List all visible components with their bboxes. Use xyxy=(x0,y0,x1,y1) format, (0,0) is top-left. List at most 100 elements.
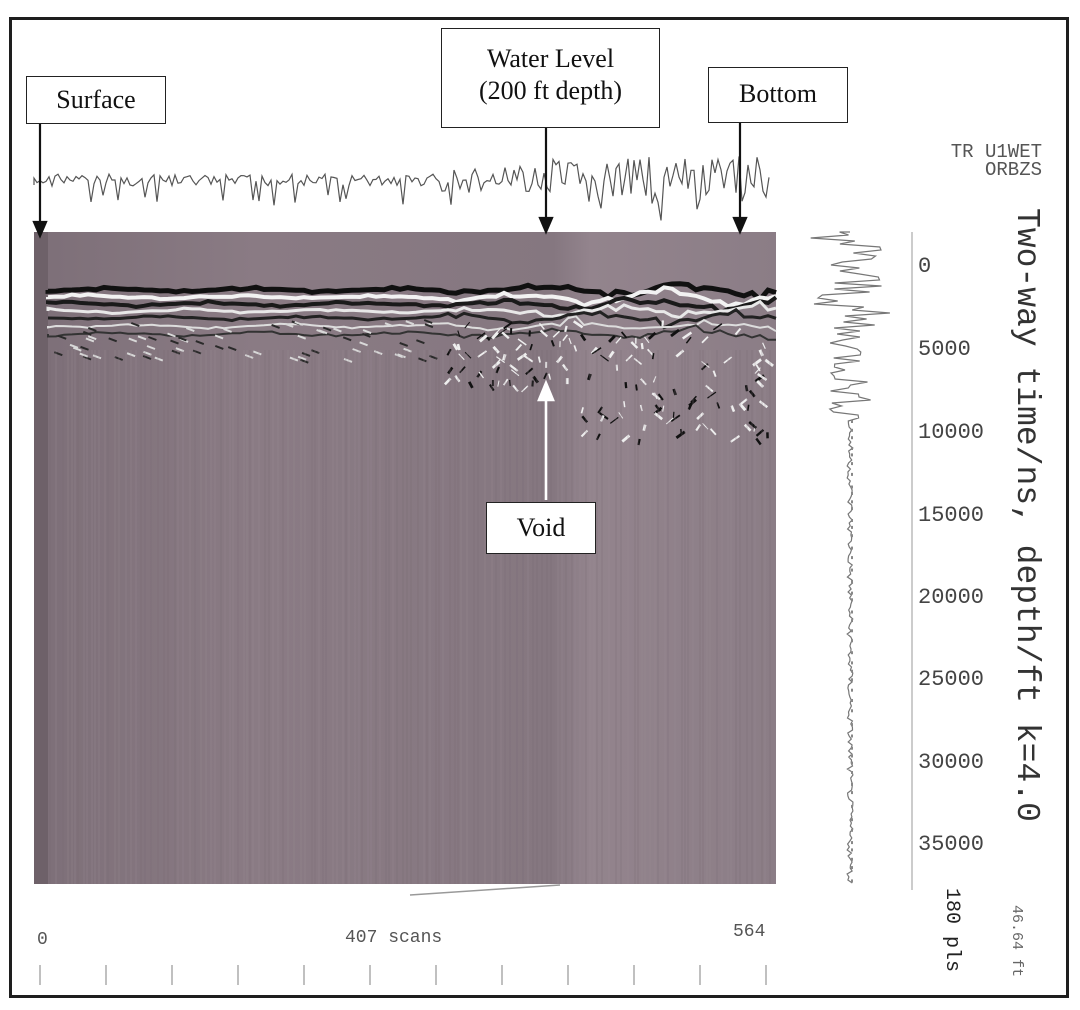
diffraction-mark xyxy=(452,343,459,351)
bottom-arrow-head xyxy=(732,216,748,235)
reflection-mark xyxy=(82,355,92,361)
reflection-mark xyxy=(362,329,372,335)
diffraction-mark xyxy=(564,325,568,333)
diffraction-mark xyxy=(580,429,589,438)
diffraction-mark xyxy=(707,391,717,399)
diffraction-mark xyxy=(758,400,769,409)
reflection-mark xyxy=(418,357,427,363)
diffraction-mark xyxy=(608,350,615,359)
reflection-mark xyxy=(227,346,237,352)
x-axis-end: 564 xyxy=(733,922,766,942)
x-axis-scans-label: 407 scans xyxy=(345,928,443,948)
reflection-mark xyxy=(146,345,156,350)
diffraction-mark xyxy=(652,376,657,383)
reflection-mark xyxy=(79,352,89,358)
reflection-mark xyxy=(322,326,332,332)
diffraction-mark xyxy=(757,373,768,381)
y-tick-25000: 25000 xyxy=(918,667,985,692)
surface-arrow-head xyxy=(32,220,48,239)
reflection-mark xyxy=(252,350,262,356)
reflection-mark xyxy=(128,337,138,343)
reflection-mark xyxy=(167,332,176,338)
reflection-band xyxy=(46,299,777,320)
diffraction-mark xyxy=(748,389,756,398)
trace-name-line2: ORBZS xyxy=(984,159,1042,181)
void-arrow-head xyxy=(537,379,555,402)
diffraction-mark xyxy=(510,369,520,377)
reflection-mark xyxy=(223,327,232,333)
reflection-band xyxy=(47,307,777,330)
diffraction-mark xyxy=(647,331,657,340)
diffraction-mark xyxy=(467,381,474,389)
diffraction-mark xyxy=(618,412,624,419)
diffraction-mark xyxy=(665,417,674,425)
diffraction-mark xyxy=(752,358,762,367)
diffraction-mark xyxy=(529,343,533,351)
diffraction-mark xyxy=(630,341,639,349)
void-label: Void xyxy=(486,502,596,554)
diffraction-mark xyxy=(621,434,631,443)
y-axis-title: Two-way time/ns, depth/ft k=4.0 xyxy=(1008,208,1045,822)
diffraction-mark xyxy=(730,405,736,413)
reflection-mark xyxy=(87,326,97,332)
diffraction-mark xyxy=(748,421,758,429)
reflection-mark xyxy=(428,354,438,360)
left-edge-strip xyxy=(34,232,48,884)
y-tick-10000: 10000 xyxy=(918,420,985,445)
reflection-mark xyxy=(289,356,299,362)
diffraction-mark xyxy=(492,345,500,354)
diffraction-mark xyxy=(744,384,749,392)
diffraction-mark xyxy=(446,348,452,356)
reflection-mark xyxy=(126,352,136,358)
reflection-mark xyxy=(299,358,309,364)
reflection-mark xyxy=(192,349,202,355)
reflection-mark xyxy=(359,341,368,347)
diffraction-mark xyxy=(489,384,495,392)
diffraction-mark xyxy=(503,321,513,330)
bottom-sweep-line xyxy=(409,884,561,896)
diffraction-mark xyxy=(734,327,742,336)
diffraction-mark xyxy=(512,384,519,393)
diffraction-mark xyxy=(640,342,644,350)
diffraction-mark xyxy=(525,367,534,376)
reflection-mark xyxy=(108,337,118,343)
diffraction-mark xyxy=(502,353,507,361)
diffraction-mark xyxy=(478,334,488,343)
diffraction-mark xyxy=(702,422,709,430)
diffraction-mark xyxy=(705,384,714,393)
diffraction-mark xyxy=(743,423,752,432)
reflection-band xyxy=(45,281,777,304)
diffraction-mark xyxy=(443,377,452,386)
diffraction-mark xyxy=(653,412,664,421)
radargram-panel xyxy=(34,232,776,884)
diffraction-mark xyxy=(464,321,471,329)
diffraction-mark xyxy=(633,357,643,366)
reflection-mark xyxy=(72,346,82,352)
diffraction-mark xyxy=(624,381,628,389)
reflection-mark xyxy=(53,351,63,357)
diffraction-mark xyxy=(700,362,709,371)
diffraction-mark xyxy=(615,336,622,344)
diffraction-mark xyxy=(662,405,665,412)
reflection-mark xyxy=(195,340,205,346)
diffraction-mark xyxy=(635,384,638,391)
diffraction-mark xyxy=(739,403,747,412)
reflection-mark xyxy=(423,319,433,324)
diffraction-mark xyxy=(493,359,501,367)
diffraction-mark xyxy=(595,433,601,441)
diffraction-mark xyxy=(608,334,616,343)
reflection-band xyxy=(47,315,777,333)
diffraction-mark xyxy=(568,337,572,345)
y-tick-5000: 5000 xyxy=(918,337,971,362)
diffraction-mark xyxy=(701,361,710,368)
diffraction-mark xyxy=(477,350,488,358)
diffraction-mark xyxy=(476,370,483,378)
diffraction-mark xyxy=(517,338,527,346)
diffraction-mark xyxy=(670,328,680,338)
diffraction-mark xyxy=(625,354,633,362)
diffraction-mark xyxy=(555,355,564,364)
diffraction-mark xyxy=(675,349,685,358)
diffraction-mark xyxy=(685,336,692,344)
diffraction-mark xyxy=(680,428,683,436)
